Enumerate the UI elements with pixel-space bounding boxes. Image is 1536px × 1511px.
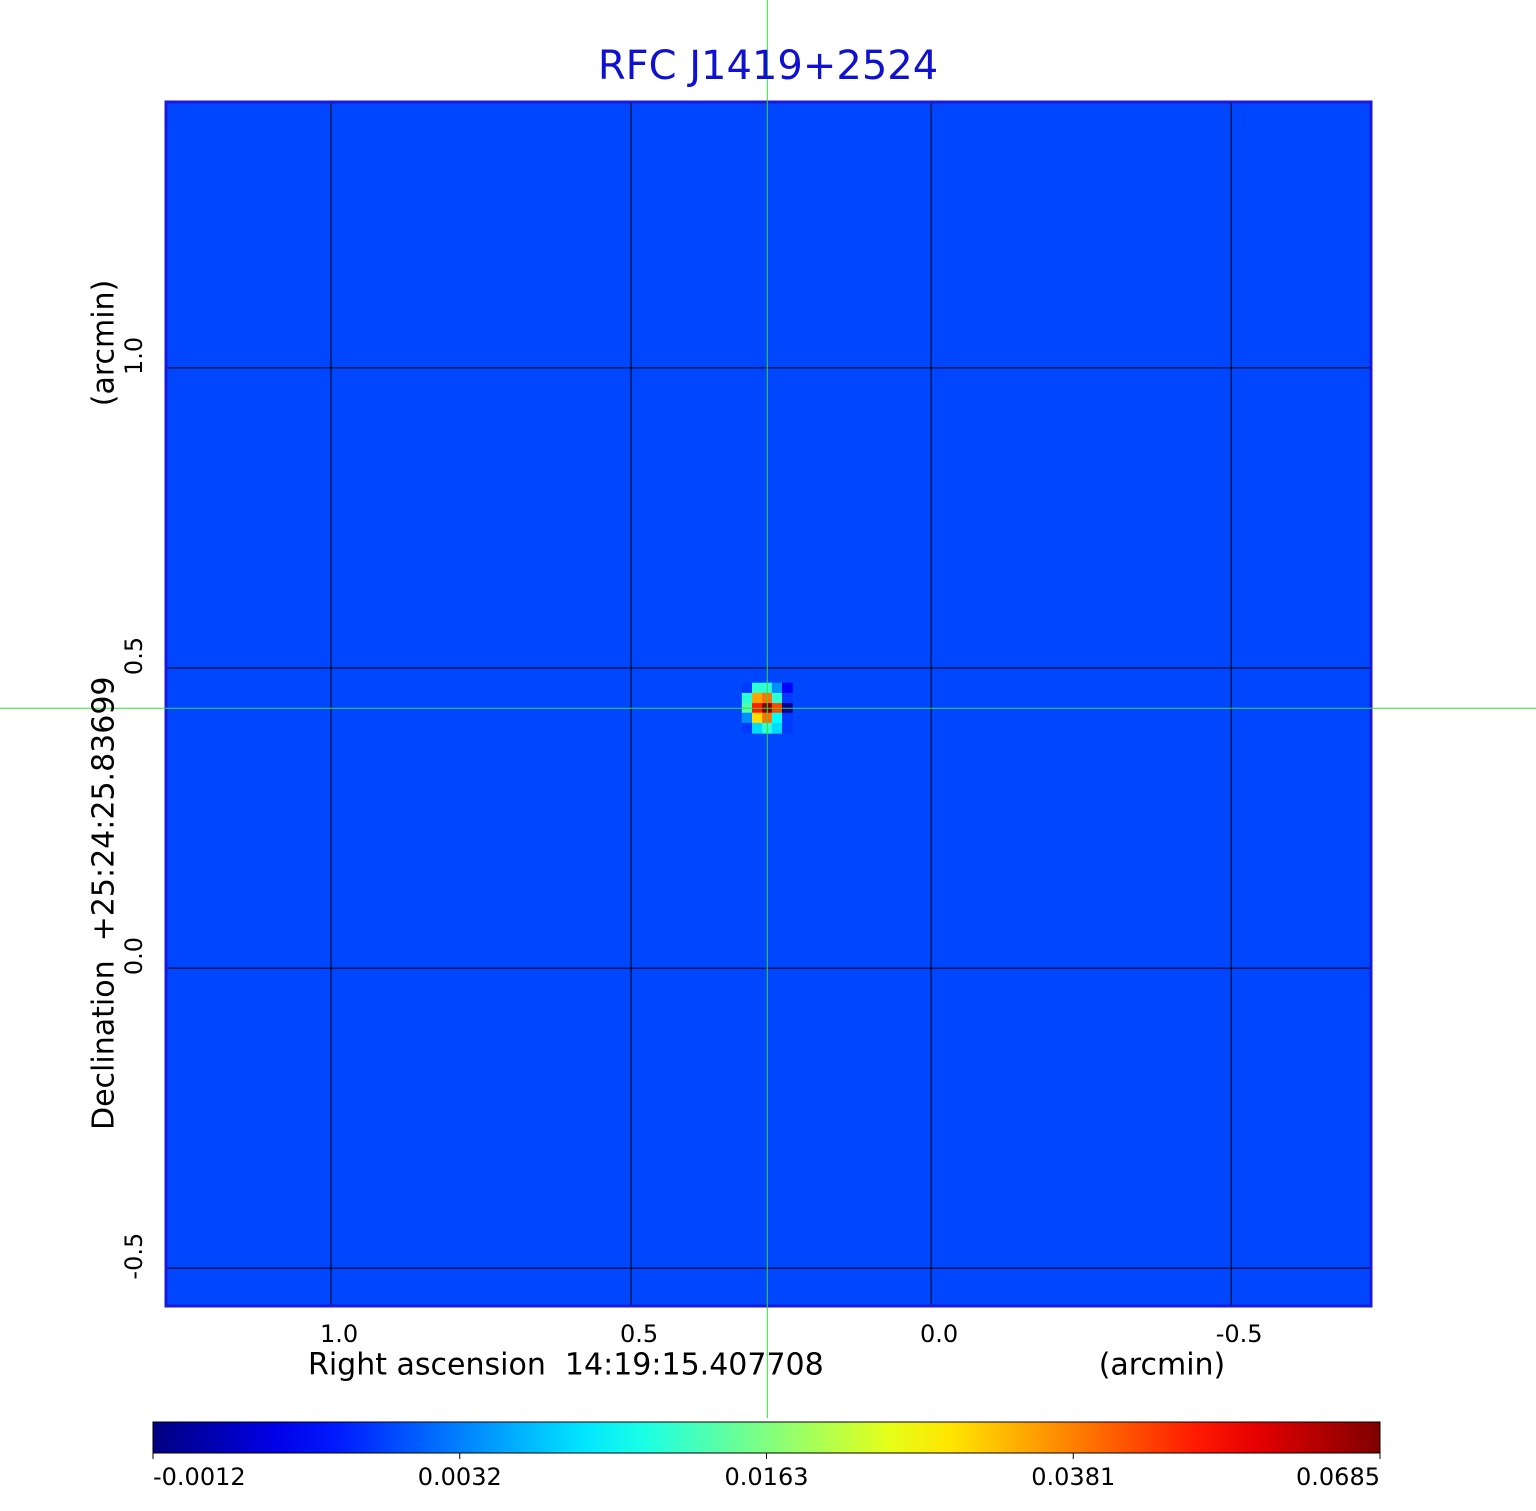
x-tick-label: 0.5 [620, 1320, 658, 1348]
pixel [782, 722, 793, 734]
plot-border [164, 100, 1373, 1308]
y-axis-unit: (arcmin) [87, 280, 122, 407]
colorbar [152, 1421, 1381, 1454]
colorbar-tick-label: 0.0032 [418, 1463, 502, 1491]
pixel [782, 712, 793, 724]
pixel [751, 712, 763, 724]
x-axis-label: Right ascension 14:19:15.407708 [308, 1348, 824, 1383]
x-tick-label: 0.0 [920, 1320, 958, 1348]
pixel [751, 722, 763, 734]
pixel [771, 692, 783, 704]
pixel [741, 682, 753, 694]
pixel [782, 692, 793, 704]
y-axis-label: Declination +25:24:25.83699 [87, 676, 122, 1130]
pixel [741, 692, 753, 704]
chart-title: RFC J1419+2524 [598, 43, 938, 89]
pixel [771, 712, 783, 724]
colorbar-tick-label: 0.0381 [1031, 1463, 1115, 1491]
pixel [741, 722, 753, 734]
pixel [751, 692, 763, 704]
pixel [751, 682, 763, 694]
pixel [741, 712, 753, 724]
pixel [771, 682, 783, 694]
x-tick-label: 1.0 [320, 1320, 358, 1348]
x-axis-unit: (arcmin) [1099, 1348, 1226, 1383]
y-tick-label: 0.0 [120, 937, 148, 975]
y-tick-label: 1.0 [120, 337, 148, 375]
colorbar-tick-label: 0.0163 [725, 1463, 809, 1491]
pixel [771, 722, 783, 734]
colorbar-tick-label: -0.0012 [153, 1463, 246, 1491]
x-tick-label: -0.5 [1216, 1320, 1263, 1348]
colorbar-tick-label: 0.0685 [1296, 1463, 1380, 1491]
y-tick-label: 0.5 [120, 637, 148, 675]
y-tick-label: -0.5 [120, 1233, 148, 1280]
image [166, 102, 1371, 1306]
pixel [782, 682, 793, 694]
